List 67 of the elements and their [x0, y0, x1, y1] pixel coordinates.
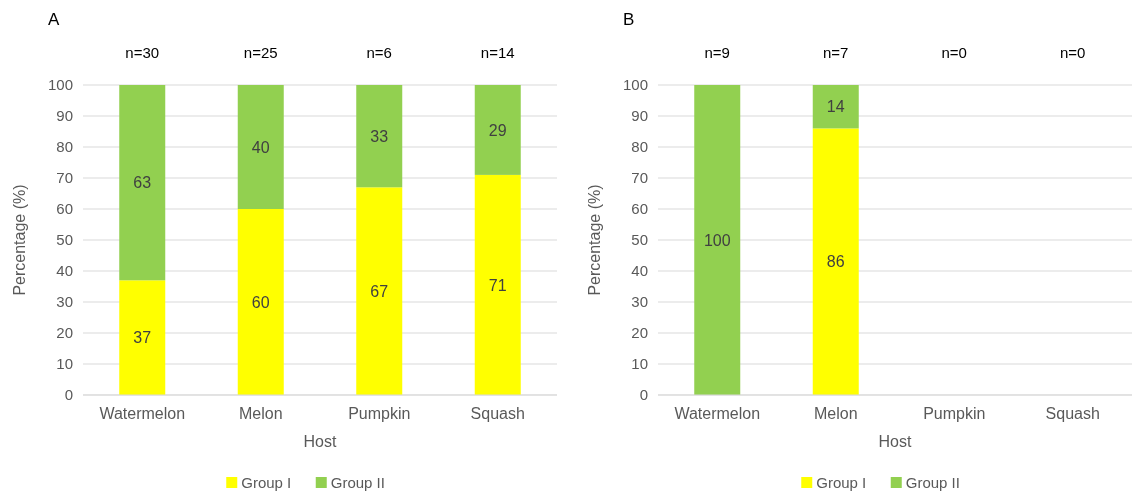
x-tick-label: Melon: [813, 405, 858, 422]
chart-title: B: [623, 10, 635, 29]
y-axis-title: Percentage (%): [11, 184, 28, 296]
text: n=14: [480, 44, 515, 61]
y-tick-label: 30: [56, 293, 73, 311]
data-label: 67: [370, 282, 389, 300]
data-label: 71: [488, 276, 507, 294]
y-tick-label: 50: [631, 231, 648, 249]
data-label: 63: [133, 174, 152, 192]
x-tick-label: Squash: [470, 405, 525, 422]
legend-label: Group I: [241, 474, 292, 492]
y-tick-label: 20: [631, 324, 648, 342]
text: n=6: [366, 44, 392, 61]
bar: [474, 85, 521, 175]
legend-label: Group II: [905, 474, 960, 492]
x-axis-title: Host: [303, 433, 337, 450]
y-tick-label: 20: [56, 324, 73, 342]
y-tick-label: 60: [631, 200, 648, 218]
data-label: 60: [251, 293, 270, 311]
y-tick-label: 10: [631, 355, 648, 373]
data-label: 100: [703, 231, 731, 249]
x-tick-label: Watermelon: [674, 405, 761, 422]
bar: [474, 174, 521, 395]
text: n=30: [125, 44, 160, 61]
y-tick-label: 70: [56, 169, 73, 187]
y-tick-label: 90: [631, 107, 648, 125]
y-tick-label: 80: [56, 138, 73, 156]
text: n=0: [1060, 44, 1086, 61]
text: n=7: [823, 44, 849, 61]
y-tick-label: 0: [64, 386, 73, 404]
chart-title: A: [48, 10, 60, 29]
bar: [119, 85, 166, 281]
y-tick-label: 60: [56, 200, 73, 218]
text: n=0: [941, 44, 967, 61]
data-label: 33: [370, 127, 389, 145]
bar: [356, 85, 403, 188]
y-tick-label: 50: [56, 231, 73, 249]
bar: [237, 209, 284, 395]
y-tick-label: 40: [631, 262, 648, 280]
y-tick-label: 30: [631, 293, 648, 311]
data-label: 14: [826, 98, 845, 116]
x-tick-label: Pumpkin: [923, 405, 986, 422]
text: n=9: [704, 44, 730, 61]
y-tick-label: 80: [631, 138, 648, 156]
y-axis-title: Percentage (%): [586, 184, 603, 296]
y-tick-label: 90: [56, 107, 73, 125]
bar: [356, 187, 403, 395]
y-tick-label: 0: [639, 386, 648, 404]
x-tick-label: Squash: [1045, 405, 1100, 422]
legend-label: Group II: [330, 474, 385, 492]
data-label: 86: [826, 253, 845, 271]
data-label: 37: [133, 329, 152, 347]
text: n=25: [243, 44, 278, 61]
bar: [119, 280, 166, 395]
y-tick-label: 70: [631, 169, 648, 187]
y-tick-label: 100: [47, 76, 73, 94]
y-tick-label: 10: [56, 355, 73, 373]
x-tick-label: Pumpkin: [348, 405, 411, 422]
data-label: 40: [251, 138, 270, 156]
x-axis-title: Host: [878, 433, 912, 450]
x-tick-label: Melon: [238, 405, 283, 422]
legend-label: Group I: [816, 474, 867, 492]
y-tick-label: 100: [622, 76, 648, 94]
y-tick-label: 40: [56, 262, 73, 280]
data-label: 29: [488, 121, 507, 139]
x-tick-label: Watermelon: [99, 405, 186, 422]
bar: [237, 85, 284, 209]
